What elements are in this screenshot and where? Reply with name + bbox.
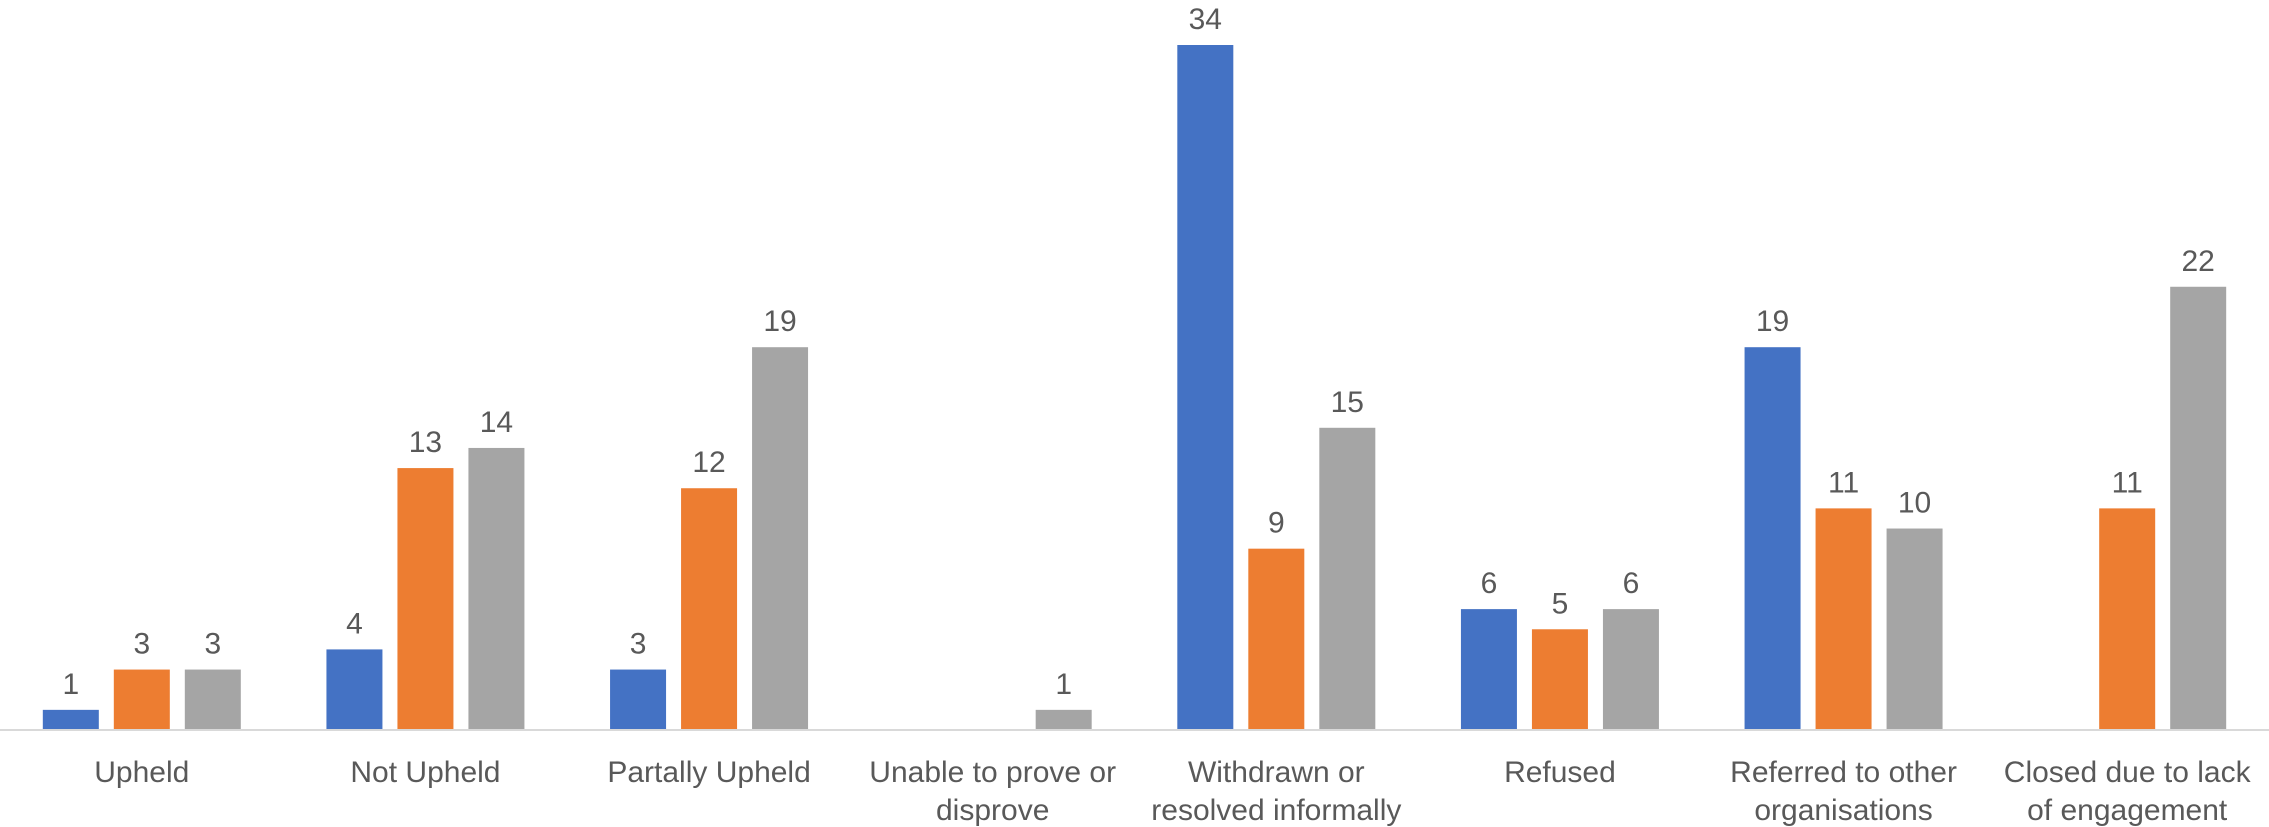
data-label-series3-cat8: 22 [2182,245,2215,278]
category-label-4-line-1: Unable to prove or [869,756,1116,789]
data-label-series1-cat3: 3 [630,628,647,661]
data-label-series1-cat2: 4 [346,607,363,640]
bar-series3-cat5 [1319,428,1375,730]
bar-series1-cat5 [1177,45,1233,730]
data-label-series1-cat7: 19 [1756,305,1789,338]
category-label-7-line-2: organisations [1754,794,1932,827]
data-label-series3-cat5: 15 [1331,386,1364,419]
data-label-series3-cat2: 14 [480,406,513,439]
bar-series2-cat8 [2099,508,2155,730]
category-label-5-line-1: Withdrawn or [1188,756,1365,789]
category-label-2-line-1: Not Upheld [350,756,500,789]
data-label-series3-cat1: 3 [204,628,221,661]
data-label-series3-cat4: 1 [1055,668,1072,701]
bar-series1-cat1 [43,710,99,730]
bar-series1-cat3 [610,670,666,730]
data-label-series3-cat7: 10 [1898,487,1931,520]
bar-series2-cat6 [1532,629,1588,730]
data-label-series2-cat7: 11 [1828,466,1859,499]
category-label-4-line-2: disprove [936,794,1049,827]
bar-layer [43,45,2226,730]
category-label-7-line-1: Referred to other [1730,756,1957,789]
data-label-series1-cat1: 1 [62,668,79,701]
bar-series2-cat2 [397,468,453,730]
bar-series3-cat2 [468,448,524,730]
bar-series3-cat7 [1887,529,1943,730]
data-label-series2-cat6: 5 [1552,587,1569,620]
bar-series2-cat7 [1816,508,1872,730]
data-label-series2-cat2: 13 [409,426,442,459]
bar-series3-cat3 [752,347,808,730]
bar-series3-cat1 [185,670,241,730]
category-label-3-line-1: Partally Upheld [607,756,810,789]
bar-series2-cat5 [1248,549,1304,730]
category-label-1-line-1: Upheld [94,756,189,789]
data-label-series3-cat3: 19 [763,305,796,338]
bar-series3-cat4 [1036,710,1092,730]
category-label-layer: Upheld Not Upheld Partally Upheld Unable to… [94,756,2251,827]
category-label-8-line-2: of engagement [2027,794,2228,827]
bar-series1-cat6 [1461,609,1517,730]
category-label-8-line-1: Closed due to lack [2004,756,2252,789]
category-label-5-line-2: resolved informally [1151,794,1401,827]
bar-series3-cat6 [1603,609,1659,730]
bar-series1-cat2 [326,649,382,730]
bar-series2-cat3 [681,488,737,730]
bar-series3-cat8 [2170,287,2226,730]
data-label-series3-cat6: 6 [1623,567,1640,600]
bar-series1-cat7 [1745,347,1801,730]
data-label-series2-cat8: 11 [2112,466,2143,499]
bar-series2-cat1 [114,670,170,730]
data-label-series1-cat5: 34 [1189,3,1222,36]
data-label-series2-cat3: 12 [692,446,725,479]
data-label-series2-cat5: 9 [1268,507,1285,540]
category-label-6-line-1: Refused [1504,756,1616,789]
data-label-series2-cat1: 3 [133,628,150,661]
data-label-series1-cat6: 6 [1481,567,1498,600]
